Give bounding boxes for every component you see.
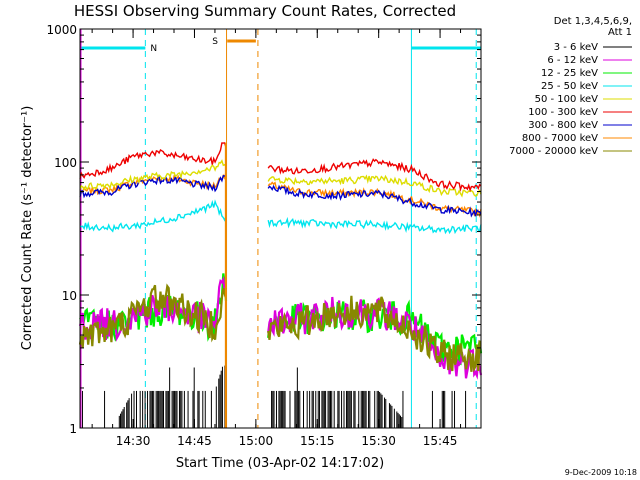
series-7000-20000-keV-kev: [78, 283, 482, 373]
legend-header: Att 1: [608, 27, 632, 38]
x-tick-label: 15:30: [361, 434, 396, 448]
y-tick-label: 10: [62, 289, 77, 303]
x-tick-label: 14:45: [177, 434, 212, 448]
series-line: [79, 159, 227, 191]
plot-frame: [79, 28, 482, 429]
series-layer: [78, 142, 483, 428]
chart-title: HESSI Observing Summary Count Rates, Cor…: [74, 2, 456, 20]
x-axis-title: Start Time (03-Apr-02 14:17:02): [176, 456, 384, 471]
x-tick-label: 14:30: [116, 434, 151, 448]
series-line: [78, 275, 227, 342]
y-axis-title: Corrected Count Rate (s⁻¹ detector⁻¹): [20, 106, 35, 351]
series-line: [79, 199, 227, 233]
series-line: [267, 295, 482, 373]
series-line: [267, 216, 482, 235]
x-tick-label: 15:00: [239, 434, 274, 448]
series-300-800-keV-kev: [79, 175, 482, 218]
series-line: [267, 181, 482, 218]
legend-header: Det 1,3,4,5,6,9,: [554, 16, 632, 27]
saa-flag-label: S: [212, 37, 218, 47]
legend-label: 100 - 300 keV: [528, 107, 598, 118]
series-line: [267, 174, 482, 198]
legend-label: 7000 - 20000 keV: [509, 146, 598, 157]
legend-label: 12 - 25 keV: [541, 68, 598, 79]
night-flag-label: N: [150, 44, 157, 54]
legend-label: 50 - 100 keV: [535, 94, 599, 105]
legend: Det 1,3,4,5,6,9,Att 1 3 - 6 keV 6 - 12 keV…: [509, 16, 632, 157]
legend-label: 800 - 7000 keV: [522, 133, 598, 144]
footer-date: 9-Dec-2009 10:18: [565, 468, 637, 477]
series-3-6-keV-kev: [81, 365, 467, 428]
flag-layer: NS: [80, 37, 481, 54]
series-25-50-keV-kev: [79, 199, 482, 235]
legend-label: 25 - 50 keV: [541, 81, 598, 92]
legend-label: 6 - 12 keV: [547, 55, 598, 66]
series-line: [267, 184, 482, 218]
series-line: [79, 142, 227, 180]
series-50-100-keV-kev: [79, 159, 482, 198]
y-tick-label: 1000: [46, 23, 77, 37]
x-tick-label: 15:15: [300, 434, 335, 448]
series-line: [79, 175, 227, 199]
y-tick-label: 100: [54, 156, 77, 170]
x-tick-label: 15:45: [423, 434, 458, 448]
series-line: [78, 283, 228, 349]
axes-layer: 1 10 100 1000 14:30 14:45 15:00 15:15 15:30 15:45: [46, 23, 482, 448]
series-100-300-keV-kev: [79, 142, 482, 193]
legend-label: 300 - 800 keV: [528, 120, 598, 131]
y-tick-label: 1: [69, 422, 77, 436]
legend-label: 3 - 6 keV: [554, 42, 598, 53]
series-line: [267, 158, 482, 193]
